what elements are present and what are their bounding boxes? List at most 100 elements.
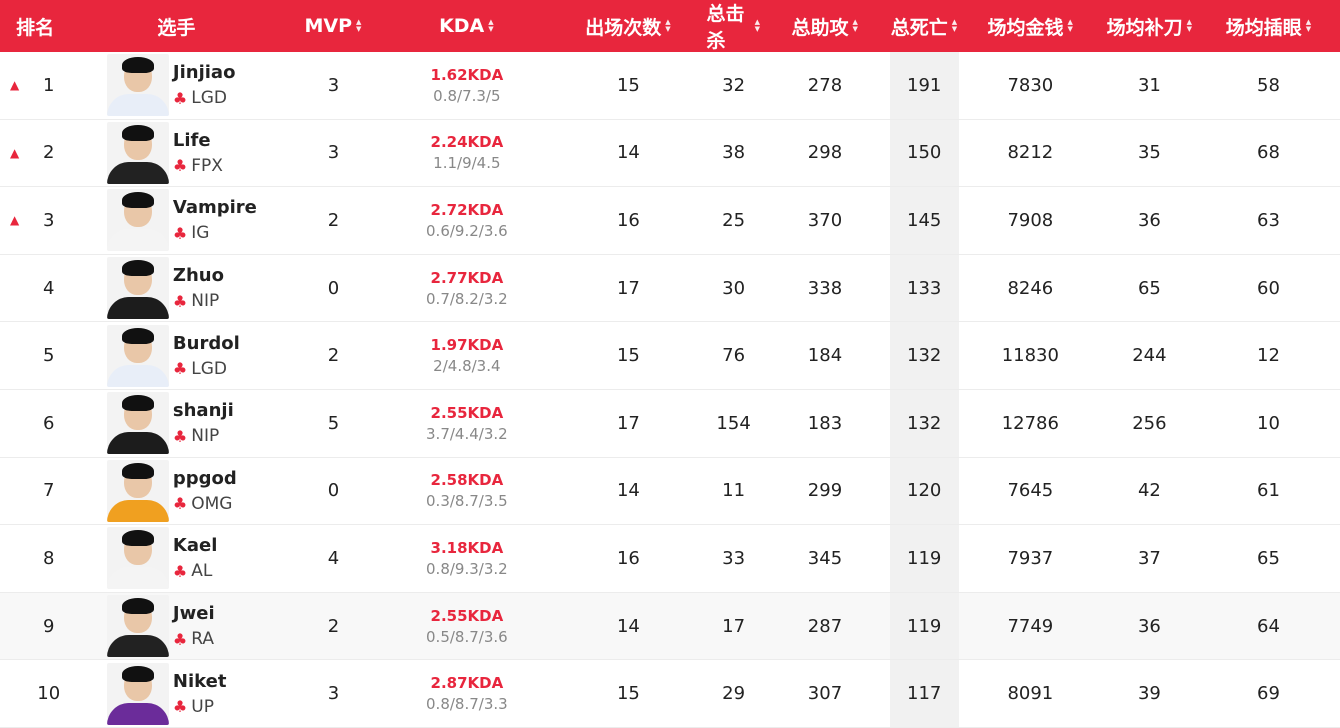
team-logo-icon: ♣ [172, 561, 188, 581]
player-cell[interactable]: Jinjiao ♣ LGD [71, 52, 283, 119]
player-cell[interactable]: shanji ♣ NIP [71, 390, 283, 457]
player-cell[interactable]: Kael ♣ AL [71, 525, 283, 592]
kda-cell: 1.97KDA 2/4.8/3.4 [384, 322, 550, 389]
player-cell[interactable]: Vampire ♣ IG [71, 187, 283, 254]
sort-kills-button[interactable]: 总击杀 ▲ ▼ [706, 3, 761, 52]
trend-cell [0, 660, 27, 727]
appearances-cell: 14 [616, 142, 640, 164]
table-row[interactable]: 6 shanji ♣ NIP 5 2.55KDA 3.7/4.4/3.2 17 1… [0, 389, 1340, 458]
sort-icon: ▲ ▼ [852, 18, 858, 33]
mvp-cell: 5 [327, 412, 340, 434]
assists-cell: 370 [807, 209, 843, 231]
table-row[interactable]: 9 Jwei ♣ RA 2 2.55KDA 0.5/8.7/3.6 14 17 2… [0, 592, 1340, 661]
player-name[interactable]: Kael [172, 535, 218, 557]
player-cell[interactable]: Life ♣ FPX [71, 120, 283, 187]
kda-cell: 2.77KDA 0.7/8.2/3.2 [384, 255, 550, 322]
rank-cell: 3 [43, 209, 55, 231]
player-name[interactable]: Burdol [172, 332, 240, 354]
appearances-cell: 17 [616, 277, 640, 299]
kda-value: 2.55KDA [430, 403, 504, 422]
gold-cell: 7908 [1007, 209, 1054, 231]
sort-cs-button[interactable]: 场均补刀 ▲ ▼ [1106, 16, 1193, 39]
deaths-cell: 119 [889, 592, 959, 660]
team-logo-icon: ♣ [172, 291, 188, 311]
sort-appearances-button[interactable]: 出场次数 ▲ ▼ [585, 16, 671, 39]
kda-value: 3.18KDA [430, 538, 504, 557]
kda-value: 2.72KDA [430, 200, 504, 219]
avatar [106, 324, 169, 387]
wards-cell: 61 [1257, 480, 1280, 502]
sort-kda-button[interactable]: KDA ▲ ▼ [439, 15, 494, 37]
player-name[interactable]: Jinjiao [172, 62, 236, 84]
rank-cell: 8 [43, 547, 55, 569]
assists-cell: 278 [807, 74, 843, 96]
deaths-cell: 145 [889, 187, 959, 254]
kda-cell: 1.62KDA 0.8/7.3/5 [384, 52, 550, 119]
appearances-cell: 16 [616, 547, 640, 569]
sort-gold-button[interactable]: 场均金钱 ▲ ▼ [987, 16, 1073, 39]
table-row[interactable]: 4 Zhuo ♣ NIP 0 2.77KDA 0.7/8.2/3.2 17 30 … [0, 254, 1340, 323]
appearances-cell: 14 [616, 480, 640, 502]
header-rank: 排名 [16, 16, 55, 39]
mvp-cell: 3 [327, 683, 340, 705]
player-name[interactable]: Life [172, 129, 211, 151]
deaths-cell: 150 [889, 119, 959, 187]
gold-cell: 7645 [1007, 480, 1054, 502]
table-row[interactable]: ▲ 3 Vampire ♣ IG 2 2.72KDA 0.6/9.2/3.6 16… [0, 187, 1340, 255]
gold-cell: 8246 [1007, 277, 1054, 299]
table-row[interactable]: ▲ 2 Life ♣ FPX 3 2.24KDA 1.1/9/4.5 14 38 … [0, 119, 1340, 188]
player-name[interactable]: Zhuo [172, 265, 224, 287]
player-cell[interactable]: Niket ♣ UP [71, 660, 283, 727]
appearances-cell: 16 [616, 209, 640, 231]
player-name[interactable]: Jwei [172, 603, 215, 625]
mvp-cell: 3 [327, 74, 340, 96]
sort-icon: ▲ ▼ [754, 18, 761, 33]
kda-cell: 2.24KDA 1.1/9/4.5 [384, 120, 550, 187]
assists-cell: 184 [807, 345, 843, 367]
trend-cell: ▲ [0, 52, 27, 119]
table-row[interactable]: 7 ppgod ♣ OMG 0 2.58KDA 0.3/8.7/3.5 14 11… [0, 457, 1340, 526]
gold-cell: 8091 [1007, 683, 1054, 705]
player-cell[interactable]: Zhuo ♣ NIP [71, 255, 283, 322]
kda-cell: 3.18KDA 0.8/9.3/3.2 [384, 525, 550, 592]
sort-wards-button[interactable]: 场均插眼 ▲ ▼ [1225, 16, 1312, 39]
assists-cell: 345 [807, 547, 843, 569]
kda-detail: 0.3/8.7/3.5 [426, 492, 508, 511]
table-row[interactable]: 5 Burdol ♣ LGD 2 1.97KDA 2/4.8/3.4 15 76 … [0, 322, 1340, 390]
table-row[interactable]: ▲ 1 Jinjiao ♣ LGD 3 1.62KDA 0.8/7.3/5 15 … [0, 52, 1340, 120]
wards-cell: 69 [1257, 683, 1280, 705]
player-cell[interactable]: ppgod ♣ OMG [71, 458, 283, 525]
cs-cell: 35 [1137, 142, 1161, 164]
trend-cell [0, 322, 27, 389]
table-row[interactable]: 10 Niket ♣ UP 3 2.87KDA 0.8/8.7/3.3 15 29… [0, 660, 1340, 728]
mvp-cell: 3 [327, 142, 340, 164]
gold-cell: 7749 [1007, 615, 1054, 637]
sort-assists-button[interactable]: 总助攻 ▲ ▼ [791, 16, 858, 39]
sort-icon: ▲ ▼ [1067, 18, 1073, 33]
trend-cell: ▲ [0, 187, 27, 254]
kda-cell: 2.87KDA 0.8/8.7/3.3 [384, 660, 550, 727]
rank-cell: 10 [37, 683, 61, 705]
avatar [106, 189, 169, 252]
player-name[interactable]: shanji [172, 400, 234, 422]
team-logo-icon: ♣ [172, 426, 188, 446]
kda-detail: 1.1/9/4.5 [433, 154, 501, 173]
sort-icon: ▲ ▼ [1305, 18, 1312, 33]
sort-icon: ▲ ▼ [356, 18, 362, 33]
appearances-cell: 15 [616, 345, 640, 367]
assists-cell: 307 [807, 683, 843, 705]
player-cell[interactable]: Jwei ♣ RA [71, 593, 283, 660]
sort-deaths-button[interactable]: 总死亡 ▲ ▼ [890, 16, 958, 39]
avatar [106, 459, 169, 522]
player-name[interactable]: Vampire [172, 197, 257, 219]
table-row[interactable]: 8 Kael ♣ AL 4 3.18KDA 0.8/9.3/3.2 16 33 3… [0, 525, 1340, 593]
table-header: 排名 选手 MVP ▲ ▼ KDA ▲ ▼ 出场次数 ▲ ▼ 总击杀 ▲ ▼ 总助攻 ▲ ▼ 总死亡… [0, 0, 1340, 52]
sort-mvp-button[interactable]: MVP ▲ ▼ [304, 15, 362, 37]
player-name[interactable]: ppgod [172, 467, 237, 489]
sort-icon: ▲ ▼ [665, 18, 671, 33]
player-cell[interactable]: Burdol ♣ LGD [71, 322, 283, 389]
table-body: ▲ 1 Jinjiao ♣ LGD 3 1.62KDA 0.8/7.3/5 15 … [0, 52, 1340, 728]
avatar [106, 54, 169, 117]
wards-cell: 63 [1257, 209, 1280, 231]
player-name[interactable]: Niket [172, 670, 227, 692]
